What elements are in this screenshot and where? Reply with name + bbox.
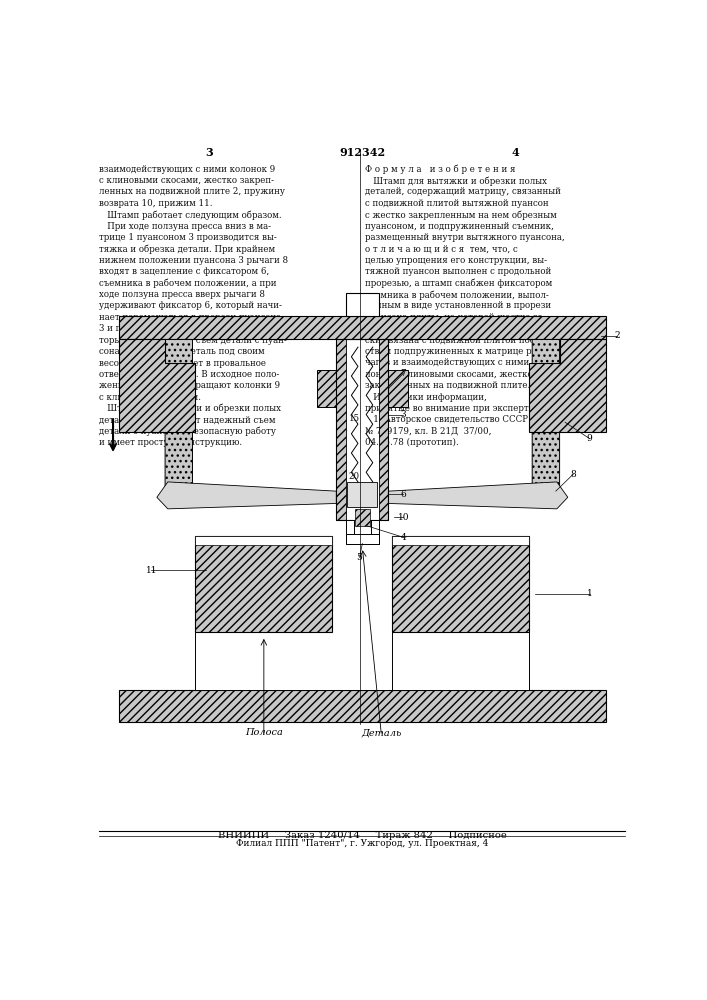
Text: входят в зацепление с фиксатором 6,: входят в зацепление с фиксатором 6, xyxy=(99,267,269,276)
Text: Полоса: Полоса xyxy=(245,728,283,737)
Bar xyxy=(119,316,606,339)
Text: 9: 9 xyxy=(587,434,592,443)
Text: нает перемещаться в прорези пуансона: нает перемещаться в прорези пуансона xyxy=(99,313,281,322)
Text: взаимодействующих с ними колонок 9: взаимодействующих с ними колонок 9 xyxy=(99,165,276,174)
Text: о т л и ч а ю щ и й с я  тем, что, с: о т л и ч а ю щ и й с я тем, что, с xyxy=(365,244,518,253)
Bar xyxy=(346,293,379,316)
Text: 2: 2 xyxy=(614,331,620,340)
Text: 3 и передает движение съемнику 5, ко-: 3 и передает движение съемнику 5, ко- xyxy=(99,324,280,333)
Bar xyxy=(370,520,378,544)
Text: 912342: 912342 xyxy=(339,147,385,158)
Text: закрепленных на подвижной плите.: закрепленных на подвижной плите. xyxy=(365,381,530,390)
Bar xyxy=(378,339,388,520)
Text: пуансоном, и подпружиненный съемник,: пуансоном, и подпружиненный съемник, xyxy=(365,222,554,231)
Text: с жестко закрепленным на нем обрезным: с жестко закрепленным на нем обрезным xyxy=(365,210,557,220)
Bar xyxy=(337,339,388,520)
Bar xyxy=(317,370,337,407)
Text: ленных на подвижной плите 2, пружину: ленных на подвижной плите 2, пружину xyxy=(99,187,286,196)
Text: торый осуществляет съем детали с пуан-: торый осуществляет съем детали с пуан- xyxy=(99,336,287,345)
Text: целью упрощения его конструкции, вы-: целью упрощения его конструкции, вы- xyxy=(365,256,547,265)
Bar xyxy=(392,536,530,545)
Text: 5: 5 xyxy=(356,553,363,562)
Text: съемника в рабочем положении, а при: съемника в рабочем положении, а при xyxy=(99,279,277,288)
Text: 3: 3 xyxy=(205,147,213,158)
Text: 4: 4 xyxy=(512,147,520,158)
Text: При ходе ползуна пресса вниз в ма-: При ходе ползуна пресса вниз в ма- xyxy=(99,222,271,231)
Text: Филиал ППП "Патент", г. Ужгород, ул. Проектная, 4: Филиал ППП "Патент", г. Ужгород, ул. Про… xyxy=(236,839,489,848)
Text: 7: 7 xyxy=(401,369,407,378)
Text: 4: 4 xyxy=(401,533,407,542)
Text: нижнем положении пуансона 3 рычаги 8: нижнем положении пуансона 3 рычаги 8 xyxy=(99,256,288,265)
Text: Источники информации,: Источники информации, xyxy=(365,393,487,402)
Text: чагов и взаимодействующих с ними ко-: чагов и взаимодействующих с ними ко- xyxy=(365,358,546,367)
Text: Ф о р м у л а   и з о б р е т е н и я: Ф о р м у л а и з о б р е т е н и я xyxy=(365,165,515,174)
Text: жение рычаги 8 возвращают колонки 9: жение рычаги 8 возвращают колонки 9 xyxy=(99,381,281,390)
Text: 3: 3 xyxy=(401,410,407,419)
Text: ненным в виде установленной в прорези: ненным в виде установленной в прорези xyxy=(365,301,551,310)
Text: весом свободно падает в провальное: весом свободно падает в провальное xyxy=(99,358,267,368)
Bar xyxy=(392,632,530,690)
Text: удерживают фиксатор 6, который начи-: удерживают фиксатор 6, который начи- xyxy=(99,301,282,310)
Text: отверстие матрицы 1. В исходное поло-: отверстие матрицы 1. В исходное поло- xyxy=(99,370,279,379)
Text: 6: 6 xyxy=(401,490,407,499)
Text: ходе ползуна пресса вверх рычаги 8: ходе ползуна пресса вверх рычаги 8 xyxy=(99,290,265,299)
Bar xyxy=(195,536,332,632)
Text: Штамп для вытяжки и обрезки полых: Штамп для вытяжки и обрезки полых xyxy=(365,176,547,186)
Bar xyxy=(355,509,370,526)
Bar xyxy=(332,632,392,690)
Text: Штамп для вытяжки и обрезки полых: Штамп для вытяжки и обрезки полых xyxy=(99,404,281,413)
Text: ски связана с подвижной плитой посред-: ски связана с подвижной плитой посред- xyxy=(365,336,554,345)
Text: лонок с клиновыми скосами, жестко: лонок с клиновыми скосами, жестко xyxy=(365,370,532,379)
Text: ством подпружиненных к матрице ры-: ством подпружиненных к матрице ры- xyxy=(365,347,542,356)
Polygon shape xyxy=(530,339,606,432)
Text: возврата 10, прижим 11.: возврата 10, прижим 11. xyxy=(99,199,213,208)
Polygon shape xyxy=(532,339,560,505)
Text: съемника в рабочем положении, выпол-: съемника в рабочем положении, выпол- xyxy=(365,290,549,300)
Bar xyxy=(337,339,346,520)
Text: 1. Авторское свидетельство СССР: 1. Авторское свидетельство СССР xyxy=(365,415,528,424)
Text: тяжной пуансон выполнен с продольной: тяжной пуансон выполнен с продольной xyxy=(365,267,551,276)
Bar xyxy=(346,534,378,544)
Text: ВНИИПИ     Заказ 1240/14     Тираж 842     Подписное: ВНИИПИ Заказ 1240/14 Тираж 842 Подписное xyxy=(218,831,507,840)
Text: с клиновыми скосами, жестко закреп-: с клиновыми скосами, жестко закреп- xyxy=(99,176,274,185)
Text: с клиновыми скосами.: с клиновыми скосами. xyxy=(99,393,201,402)
Text: 11: 11 xyxy=(146,566,157,575)
Text: деталей, содержащий матрицу, связанный: деталей, содержащий матрицу, связанный xyxy=(365,187,561,196)
Bar xyxy=(388,370,407,407)
Polygon shape xyxy=(388,482,568,509)
Text: трице 1 пуансоном 3 производится вы-: трице 1 пуансоном 3 производится вы- xyxy=(99,233,277,242)
Text: 15: 15 xyxy=(349,414,360,423)
Text: прорезью, а штамп снабжен фиксатором: прорезью, а штамп снабжен фиксатором xyxy=(365,279,552,288)
Polygon shape xyxy=(165,339,192,505)
Bar xyxy=(392,536,530,632)
Text: с подвижной плитой вытяжной пуансон: с подвижной плитой вытяжной пуансон xyxy=(365,199,549,208)
Text: пуансона плиты, на которой жестко за-: пуансона плиты, на которой жестко за- xyxy=(365,313,546,322)
Text: 8: 8 xyxy=(571,470,576,479)
Text: 1: 1 xyxy=(587,589,592,598)
Polygon shape xyxy=(119,339,195,432)
Bar xyxy=(195,536,332,545)
Text: креплен съемник и которая кинематиче-: креплен съемник и которая кинематиче- xyxy=(365,324,553,333)
Text: размещенный внутри вытяжного пуансона,: размещенный внутри вытяжного пуансона, xyxy=(365,233,565,242)
Bar xyxy=(195,632,332,690)
Bar xyxy=(347,482,377,507)
Polygon shape xyxy=(157,482,337,509)
Text: 10: 10 xyxy=(397,513,409,522)
Text: № 759179, кл. В 21Д  37/00,: № 759179, кл. В 21Д 37/00, xyxy=(365,427,491,436)
Text: 20: 20 xyxy=(349,472,360,481)
Text: тяжка и обрезка детали. При крайнем: тяжка и обрезка детали. При крайнем xyxy=(99,244,276,254)
Bar xyxy=(119,690,606,722)
Text: Штамп работает следующим образом.: Штамп работает следующим образом. xyxy=(99,210,282,220)
Text: деталей обеспечивает надежный съем: деталей обеспечивает надежный съем xyxy=(99,415,276,424)
Text: детали с пуансона, безопасную работу: детали с пуансона, безопасную работу xyxy=(99,427,276,436)
Bar xyxy=(346,520,354,544)
Text: и имеет простую конструкцию.: и имеет простую конструкцию. xyxy=(99,438,243,447)
Text: 04.05.78 (прототип).: 04.05.78 (прототип). xyxy=(365,438,459,447)
Text: принятые во внимание при экспертизе: принятые во внимание при экспертизе xyxy=(365,404,544,413)
Text: Деталь: Деталь xyxy=(361,728,402,737)
Text: сона 3, после чего деталь под своим: сона 3, после чего деталь под своим xyxy=(99,347,265,356)
